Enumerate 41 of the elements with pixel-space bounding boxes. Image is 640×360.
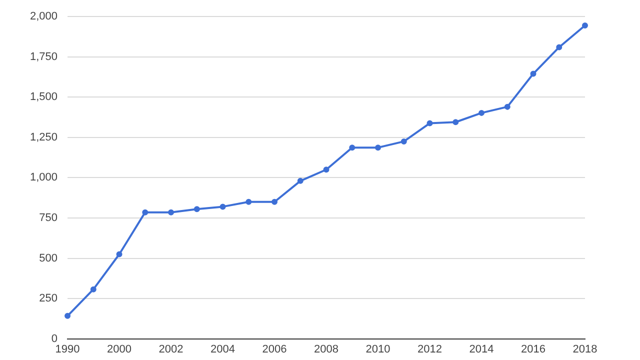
point [400,138,407,144]
point [220,204,226,210]
point [64,312,71,319]
y-tick-label: 1,750 [30,50,58,63]
y-tick-label: 2,000 [30,10,58,23]
x-tick-label: 2004 [210,343,236,356]
x-tick-label: 2016 [521,343,546,356]
y-tick-label: 250 [39,292,58,305]
y-tick-label: 500 [39,252,58,264]
point [452,119,459,126]
point [426,120,433,126]
point [530,70,536,77]
point [194,206,200,212]
y-tick-label: 0 [51,332,58,345]
point [349,144,356,151]
point [297,178,304,184]
x-tick-label: 2018 [572,343,598,356]
point [246,198,252,205]
point [116,251,122,258]
point [582,22,588,28]
y-tick-label: 1,000 [30,172,58,184]
point [323,166,330,173]
point [375,144,382,151]
x-tick-label: 2002 [158,343,184,356]
point [478,110,485,116]
point [168,209,174,216]
x-tick-label: 2012 [418,343,442,356]
point [90,286,96,292]
x-tick-label: 2014 [469,343,494,356]
x-tick-label: 2000 [107,343,132,356]
x-tick-label: 1990 [55,343,80,356]
point [504,104,510,110]
x-tick-label: 2008 [314,343,339,356]
x-tick-label: 2006 [262,343,287,356]
point [142,209,148,216]
x-tick-label: 2010 [366,343,390,356]
point [556,44,562,50]
y-tick-label: 1,500 [30,91,58,104]
y-tick-label: 1,250 [30,131,58,144]
point [272,198,278,205]
y-tick-label: 750 [39,212,58,224]
